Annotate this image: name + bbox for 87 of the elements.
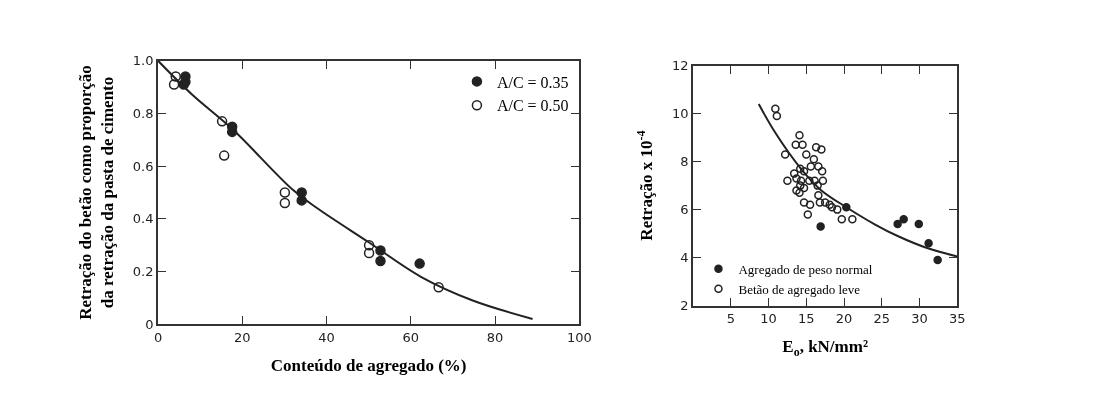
point <box>414 258 425 269</box>
point <box>433 282 444 293</box>
point <box>796 181 805 190</box>
point <box>837 214 847 224</box>
point <box>818 176 828 186</box>
point <box>792 186 801 195</box>
y-tick-label: 0.6 <box>132 158 154 174</box>
point <box>810 176 819 186</box>
x-tick-label: 25 <box>873 311 891 327</box>
y-tick-label: 0.4 <box>132 211 154 227</box>
point <box>827 202 837 212</box>
legend-label: Agregado de peso normal <box>738 261 873 277</box>
point <box>816 222 825 231</box>
legend-label: A/C = 0.50 <box>496 97 569 115</box>
point <box>799 183 809 193</box>
point <box>814 162 823 171</box>
point <box>815 198 825 207</box>
point <box>789 169 799 178</box>
point <box>796 176 806 186</box>
point <box>795 188 804 198</box>
point <box>799 198 809 207</box>
point <box>914 219 924 229</box>
point <box>771 104 780 114</box>
y-tick-label: 4 <box>680 250 689 266</box>
point <box>796 164 805 174</box>
y-tick-label: 10 <box>671 106 689 122</box>
point <box>848 214 857 224</box>
point <box>216 116 228 127</box>
point <box>924 238 933 248</box>
point <box>375 255 386 267</box>
line-series <box>158 60 534 320</box>
x-tick-label: 30 <box>911 311 928 327</box>
point <box>809 154 819 164</box>
line-series <box>757 103 958 258</box>
point <box>811 142 821 152</box>
point <box>798 140 807 150</box>
y-tick-label: 12 <box>671 58 689 74</box>
y-axis-title: Retração do betão como proporção da retração da pasta de cimento <box>75 65 117 320</box>
point <box>805 176 814 186</box>
point <box>279 197 291 209</box>
y-tick-label: 0.8 <box>132 106 154 122</box>
x-tick-label: 40 <box>318 329 335 345</box>
legend-label: A/C = 0.35 <box>496 73 569 91</box>
point <box>799 166 809 176</box>
x-axis-title: E$_{o}$, kN/mm² <box>782 337 868 359</box>
point <box>279 187 291 198</box>
x-tick-label: 60 <box>402 329 420 345</box>
point <box>933 255 942 265</box>
point <box>820 198 830 207</box>
point <box>899 214 908 224</box>
point <box>795 130 804 140</box>
point <box>803 210 813 219</box>
point <box>817 166 827 176</box>
x-axis-title: Conteúdo de agregado (%) <box>270 355 467 375</box>
y-tick-label: 2 <box>680 298 689 314</box>
point <box>893 219 902 229</box>
point <box>791 140 800 150</box>
point <box>363 239 375 251</box>
x-tick-label: 20 <box>835 311 853 327</box>
point <box>825 200 834 210</box>
x-tick-label: 80 <box>486 329 504 345</box>
point <box>817 145 826 154</box>
y-tick-label: 0.2 <box>132 264 154 280</box>
x-tick-label: 10 <box>760 311 777 327</box>
point <box>780 150 790 159</box>
point <box>170 71 181 82</box>
point <box>792 174 801 183</box>
point <box>806 162 816 171</box>
point <box>802 150 811 159</box>
point <box>772 111 782 121</box>
point <box>813 181 822 190</box>
point <box>363 247 375 259</box>
x-tick-label: 15 <box>798 311 815 327</box>
x-tick-label: 35 <box>949 311 966 327</box>
legend-label: Betão de agregado leve <box>738 281 861 297</box>
y-tick-label: 1.0 <box>132 53 154 69</box>
point <box>833 205 842 214</box>
point <box>814 190 823 200</box>
point <box>783 176 792 186</box>
y-tick-label: 8 <box>680 154 689 170</box>
point <box>805 200 815 210</box>
x-tick-label: 100 <box>566 329 592 345</box>
point <box>168 79 180 90</box>
y-tick-label: 6 <box>680 202 689 218</box>
x-tick-label: 5 <box>726 311 735 327</box>
point <box>218 150 230 161</box>
x-tick-label: 20 <box>234 329 251 345</box>
